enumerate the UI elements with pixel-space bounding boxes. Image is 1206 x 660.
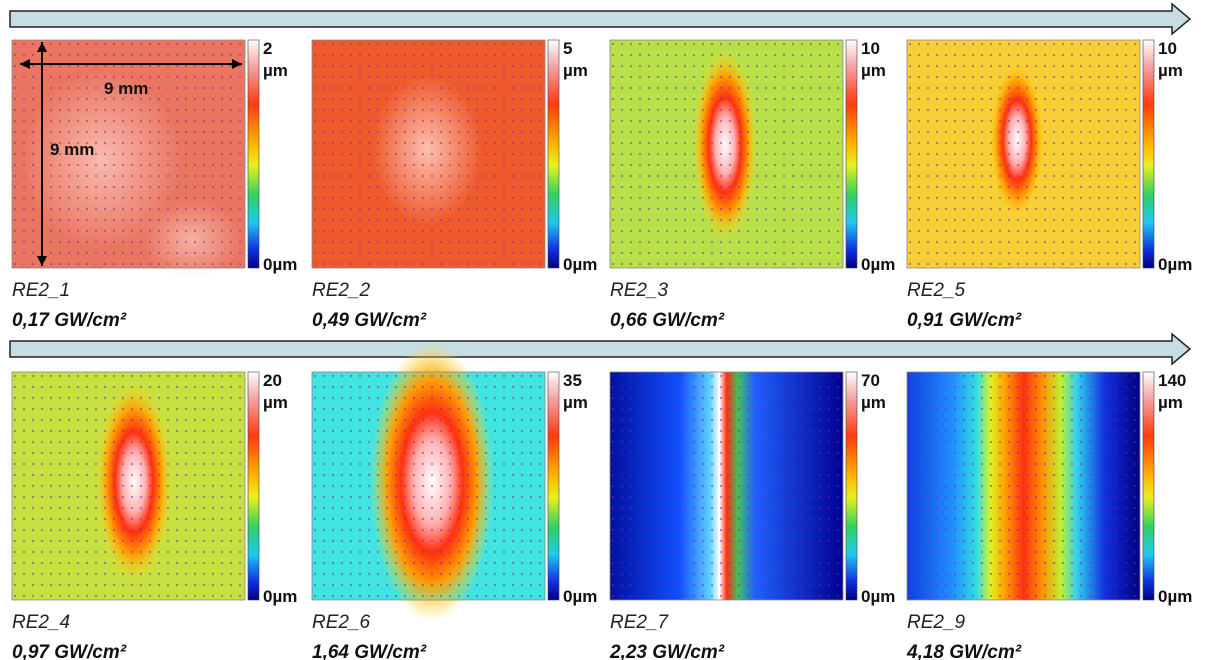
map-frame	[11, 371, 246, 601]
map-dots	[312, 40, 545, 268]
panel: 10 µm 0µm RE2_3 0,66 GW/cm²	[609, 39, 895, 331]
map-frame	[906, 39, 1141, 269]
map-frame	[906, 371, 1141, 601]
scale-unit: µm	[861, 393, 886, 412]
dimension-label: 9 mm	[50, 140, 94, 159]
sample-name: RE2_7	[610, 612, 670, 633]
panel: 10 µm 0µm RE2_5 0,91 GW/cm²	[906, 39, 1192, 331]
sample-name: RE2_6	[312, 612, 371, 633]
color-bar	[1142, 39, 1155, 269]
scale-unit: µm	[263, 393, 288, 412]
fluence: 2,23 GW/cm²	[609, 642, 725, 660]
scale-unit: µm	[563, 393, 588, 412]
map-dots	[907, 40, 1140, 268]
map-frame	[11, 39, 246, 269]
color-bar	[247, 371, 260, 601]
arrow-bottom	[9, 332, 1192, 366]
color-bar	[547, 371, 560, 601]
scale-unit: µm	[263, 61, 288, 80]
scale-max: 20	[263, 371, 282, 390]
color-bar	[1142, 371, 1155, 601]
scale-max: 5	[563, 39, 572, 58]
map-frame	[311, 371, 546, 601]
scale-max: 10	[861, 39, 880, 58]
map-dots	[312, 372, 545, 600]
scale-min: 0µm	[263, 255, 297, 274]
sample-name: RE2_2	[312, 280, 371, 301]
scale-max: 70	[861, 371, 880, 390]
scale-unit: µm	[1158, 61, 1183, 80]
scale-max: 35	[563, 371, 582, 390]
panel: 70 µm 0µm RE2_7 2,23 GW/cm²	[609, 371, 895, 660]
scale-max: 140	[1158, 371, 1186, 390]
panel: 35 µm 0µm RE2_6 1,64 GW/cm²	[311, 342, 597, 660]
fluence: 0,49 GW/cm²	[312, 310, 427, 331]
scale-min: 0µm	[1158, 587, 1192, 606]
scale-min: 0µm	[861, 587, 895, 606]
color-bar	[247, 39, 260, 269]
scale-unit: µm	[563, 61, 588, 80]
fluence: 1,64 GW/cm²	[312, 642, 427, 660]
arrow-top	[9, 2, 1192, 36]
map-dots	[12, 372, 245, 600]
panel: 20 µm 0µm RE2_4 0,97 GW/cm²	[11, 371, 297, 660]
map-dots	[610, 372, 843, 600]
color-bar	[845, 39, 858, 269]
fluence: 4,18 GW/cm²	[906, 642, 1022, 660]
color-bar	[547, 39, 560, 269]
sample-name: RE2_5	[907, 280, 966, 301]
scale-max: 10	[1158, 39, 1177, 58]
fluence: 0,91 GW/cm²	[907, 310, 1022, 331]
map-dots	[907, 372, 1140, 600]
scale-min: 0µm	[563, 255, 597, 274]
scale-min: 0µm	[1158, 255, 1192, 274]
map-frame	[311, 39, 546, 269]
map-dots	[610, 40, 843, 268]
dimension-arrows: 9 mm 9 mm	[20, 42, 242, 266]
sample-name: RE2_1	[12, 280, 70, 301]
scale-min: 0µm	[263, 587, 297, 606]
panel: 5 µm 0µm RE2_2 0,49 GW/cm²	[311, 39, 597, 331]
scale-min: 0µm	[861, 255, 895, 274]
fluence: 0,17 GW/cm²	[12, 310, 127, 331]
map-frame	[609, 371, 844, 601]
sample-name: RE2_4	[12, 612, 70, 633]
panel: 2 µm 0µm RE2_1 0,17 GW/cm²	[11, 39, 297, 331]
scale-unit: µm	[1158, 393, 1183, 412]
scale-unit: µm	[861, 61, 886, 80]
sample-name: RE2_3	[610, 280, 669, 301]
map-frame	[609, 39, 844, 269]
panel: 140 µm 0µm RE2_9 4,18 GW/cm²	[906, 371, 1192, 660]
dimension-label: 9 mm	[104, 79, 148, 98]
color-bar	[845, 371, 858, 601]
scale-max: 2	[263, 39, 272, 58]
map-dots	[12, 40, 245, 268]
sample-name: RE2_9	[907, 612, 966, 633]
fluence: 0,66 GW/cm²	[610, 310, 725, 331]
scale-min: 0µm	[563, 587, 597, 606]
fluence: 0,97 GW/cm²	[12, 642, 127, 660]
